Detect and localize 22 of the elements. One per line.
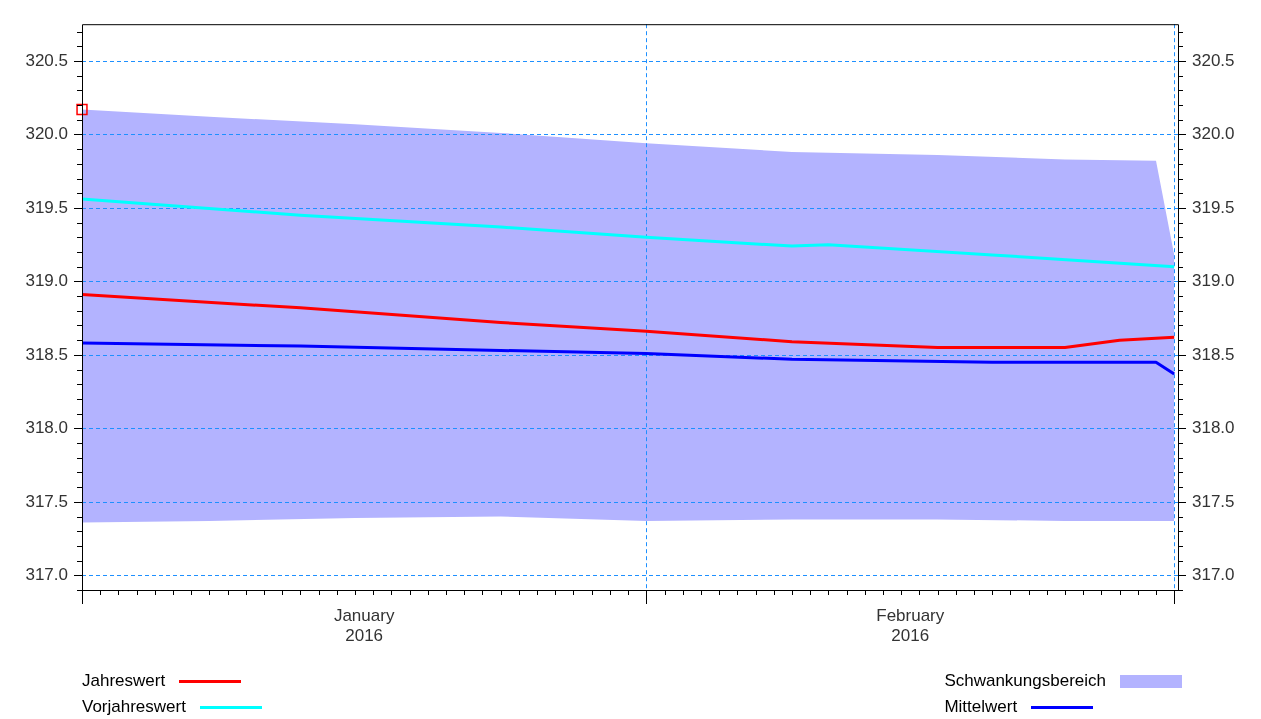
y-tick-label: 317.0 [25,564,68,584]
y2-tick-label: 317.0 [1192,564,1235,584]
x-tick-label: January 2016 [333,605,395,646]
y-tick-label: 317.5 [25,491,68,511]
legend-label: Jahreswert [82,671,166,691]
y-tick-label: 319.5 [25,197,68,217]
x-tick-label: February 2016 [876,605,945,646]
y2-tick-label: 320.0 [1192,124,1235,144]
y-tick-label: 320.5 [25,50,68,70]
y2-tick-label: 319.0 [1192,271,1235,291]
legend-label: Vorjahreswert [82,697,186,717]
y-tick-label: 318.0 [25,418,68,438]
y2-tick-label: 318.0 [1192,418,1235,438]
y-tick-label: 318.5 [25,344,68,364]
legend-label: Mittelwert [944,697,1018,717]
y2-tick-label: 319.5 [1192,197,1235,217]
y-tick-label: 320.0 [25,124,68,144]
legend-label: Schwankungsbereich [944,671,1106,691]
y2-tick-label: 317.5 [1192,491,1235,511]
y-tick-label: 319.0 [25,271,68,291]
y2-tick-label: 318.5 [1192,344,1235,364]
y2-tick-label: 320.5 [1192,50,1235,70]
